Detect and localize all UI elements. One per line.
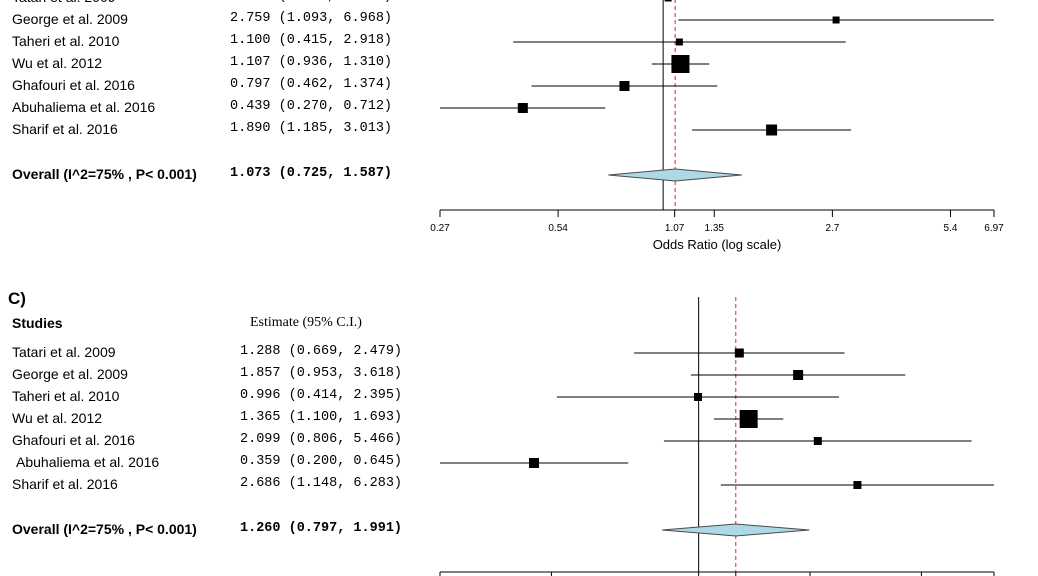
- overall-estimate: 1.260 (0.797, 1.991): [240, 521, 403, 536]
- study-marker: [813, 437, 822, 445]
- forest-plot-panel-b: Tatari et al. 2009 1.030 (0.460, 2.345) Ge…: [0, 0, 1038, 255]
- study-estimate: 0.996 (0.414, 2.395): [240, 388, 403, 403]
- study-name: Wu et al. 2012: [12, 55, 103, 71]
- x-tick-label: 5.4: [944, 223, 958, 234]
- study-name: Taheri et al. 2010: [12, 388, 120, 404]
- study-marker: [853, 481, 862, 489]
- overall-label: Overall (I^2=75% , P< 0.001): [12, 166, 197, 182]
- study-name: Tatari et al. 2009: [12, 344, 116, 360]
- forest-plot-area: [439, 297, 995, 576]
- study-marker: [671, 55, 690, 73]
- study-name: Taheri et al. 2010: [12, 33, 120, 49]
- study-estimate: 2.686 (1.148, 6.283): [240, 476, 403, 491]
- study-name: Ghafouri et al. 2016: [12, 77, 135, 93]
- study-marker: [675, 38, 683, 46]
- forest-plot-panel-c: C) Studies Estimate (95% C.I.) Tatari et al…: [0, 285, 1038, 576]
- study-marker: [734, 348, 744, 358]
- study-marker: [694, 393, 703, 401]
- x-axis-label: Odds Ratio (log scale): [653, 237, 782, 252]
- study-marker: [619, 81, 630, 91]
- x-tick-label: 2.7: [825, 223, 839, 234]
- estimate-header: Estimate (95% C.I.): [250, 315, 362, 330]
- study-name: Abuhaliema et al. 2016: [12, 99, 156, 115]
- study-marker: [739, 410, 758, 428]
- study-estimate: 1.890 (1.185, 3.013): [230, 121, 393, 136]
- study-estimate: 1.107 (0.936, 1.310): [230, 55, 393, 70]
- study-name: Tatari et al. 2009: [12, 0, 116, 5]
- study-estimate: 1.030 (0.460, 2.345): [230, 0, 392, 4]
- study-marker: [517, 103, 528, 113]
- study-name: George et al. 2009: [12, 366, 128, 382]
- forest-plot-area: 0.27 0.54 1.07 1.35 2.7 5.4 6.97 Odds Ratio (lo…: [430, 0, 1004, 252]
- study-estimate: 1.100 (0.415, 2.918): [230, 33, 393, 48]
- study-marker: [793, 370, 804, 380]
- study-estimate: 0.439 (0.270, 0.712): [230, 99, 393, 114]
- study-marker: [529, 458, 540, 468]
- x-tick-label: 0.27: [430, 223, 450, 234]
- study-estimate: 1.288 (0.669, 2.479): [240, 344, 403, 359]
- study-name: Ghafouri et al. 2016: [12, 432, 135, 448]
- x-tick-label: 0.54: [548, 223, 568, 234]
- overall-diamond: [608, 168, 742, 182]
- study-estimate: 2.759 (1.093, 6.968): [230, 11, 393, 26]
- study-name: George et al. 2009: [12, 11, 128, 27]
- study-estimate: 1.365 (1.100, 1.693): [240, 410, 403, 425]
- study-estimate: 2.099 (0.806, 5.466): [240, 432, 403, 447]
- study-name: Sharif et al. 2016: [12, 476, 118, 492]
- x-tick-label: 1.07: [665, 223, 685, 234]
- study-name: Abuhaliema et al. 2016: [16, 454, 160, 470]
- x-tick-label: 6.97: [984, 223, 1004, 234]
- x-tick-label: 1.35: [705, 223, 725, 234]
- study-marker: [664, 0, 672, 2]
- study-estimate: 0.359 (0.200, 0.645): [240, 454, 403, 469]
- studies-header: Studies: [12, 315, 63, 331]
- panel-label: C): [8, 289, 26, 308]
- study-marker: [766, 124, 778, 136]
- overall-label: Overall (I^2=75% , P< 0.001): [12, 521, 197, 537]
- study-name: Sharif et al. 2016: [12, 121, 118, 137]
- study-estimate: 0.797 (0.462, 1.374): [230, 77, 393, 92]
- overall-diamond: [662, 523, 810, 537]
- overall-estimate: 1.073 (0.725, 1.587): [230, 166, 393, 181]
- study-name: Wu et al. 2012: [12, 410, 103, 426]
- study-estimate: 1.857 (0.953, 3.618): [240, 366, 403, 381]
- study-marker: [832, 16, 840, 24]
